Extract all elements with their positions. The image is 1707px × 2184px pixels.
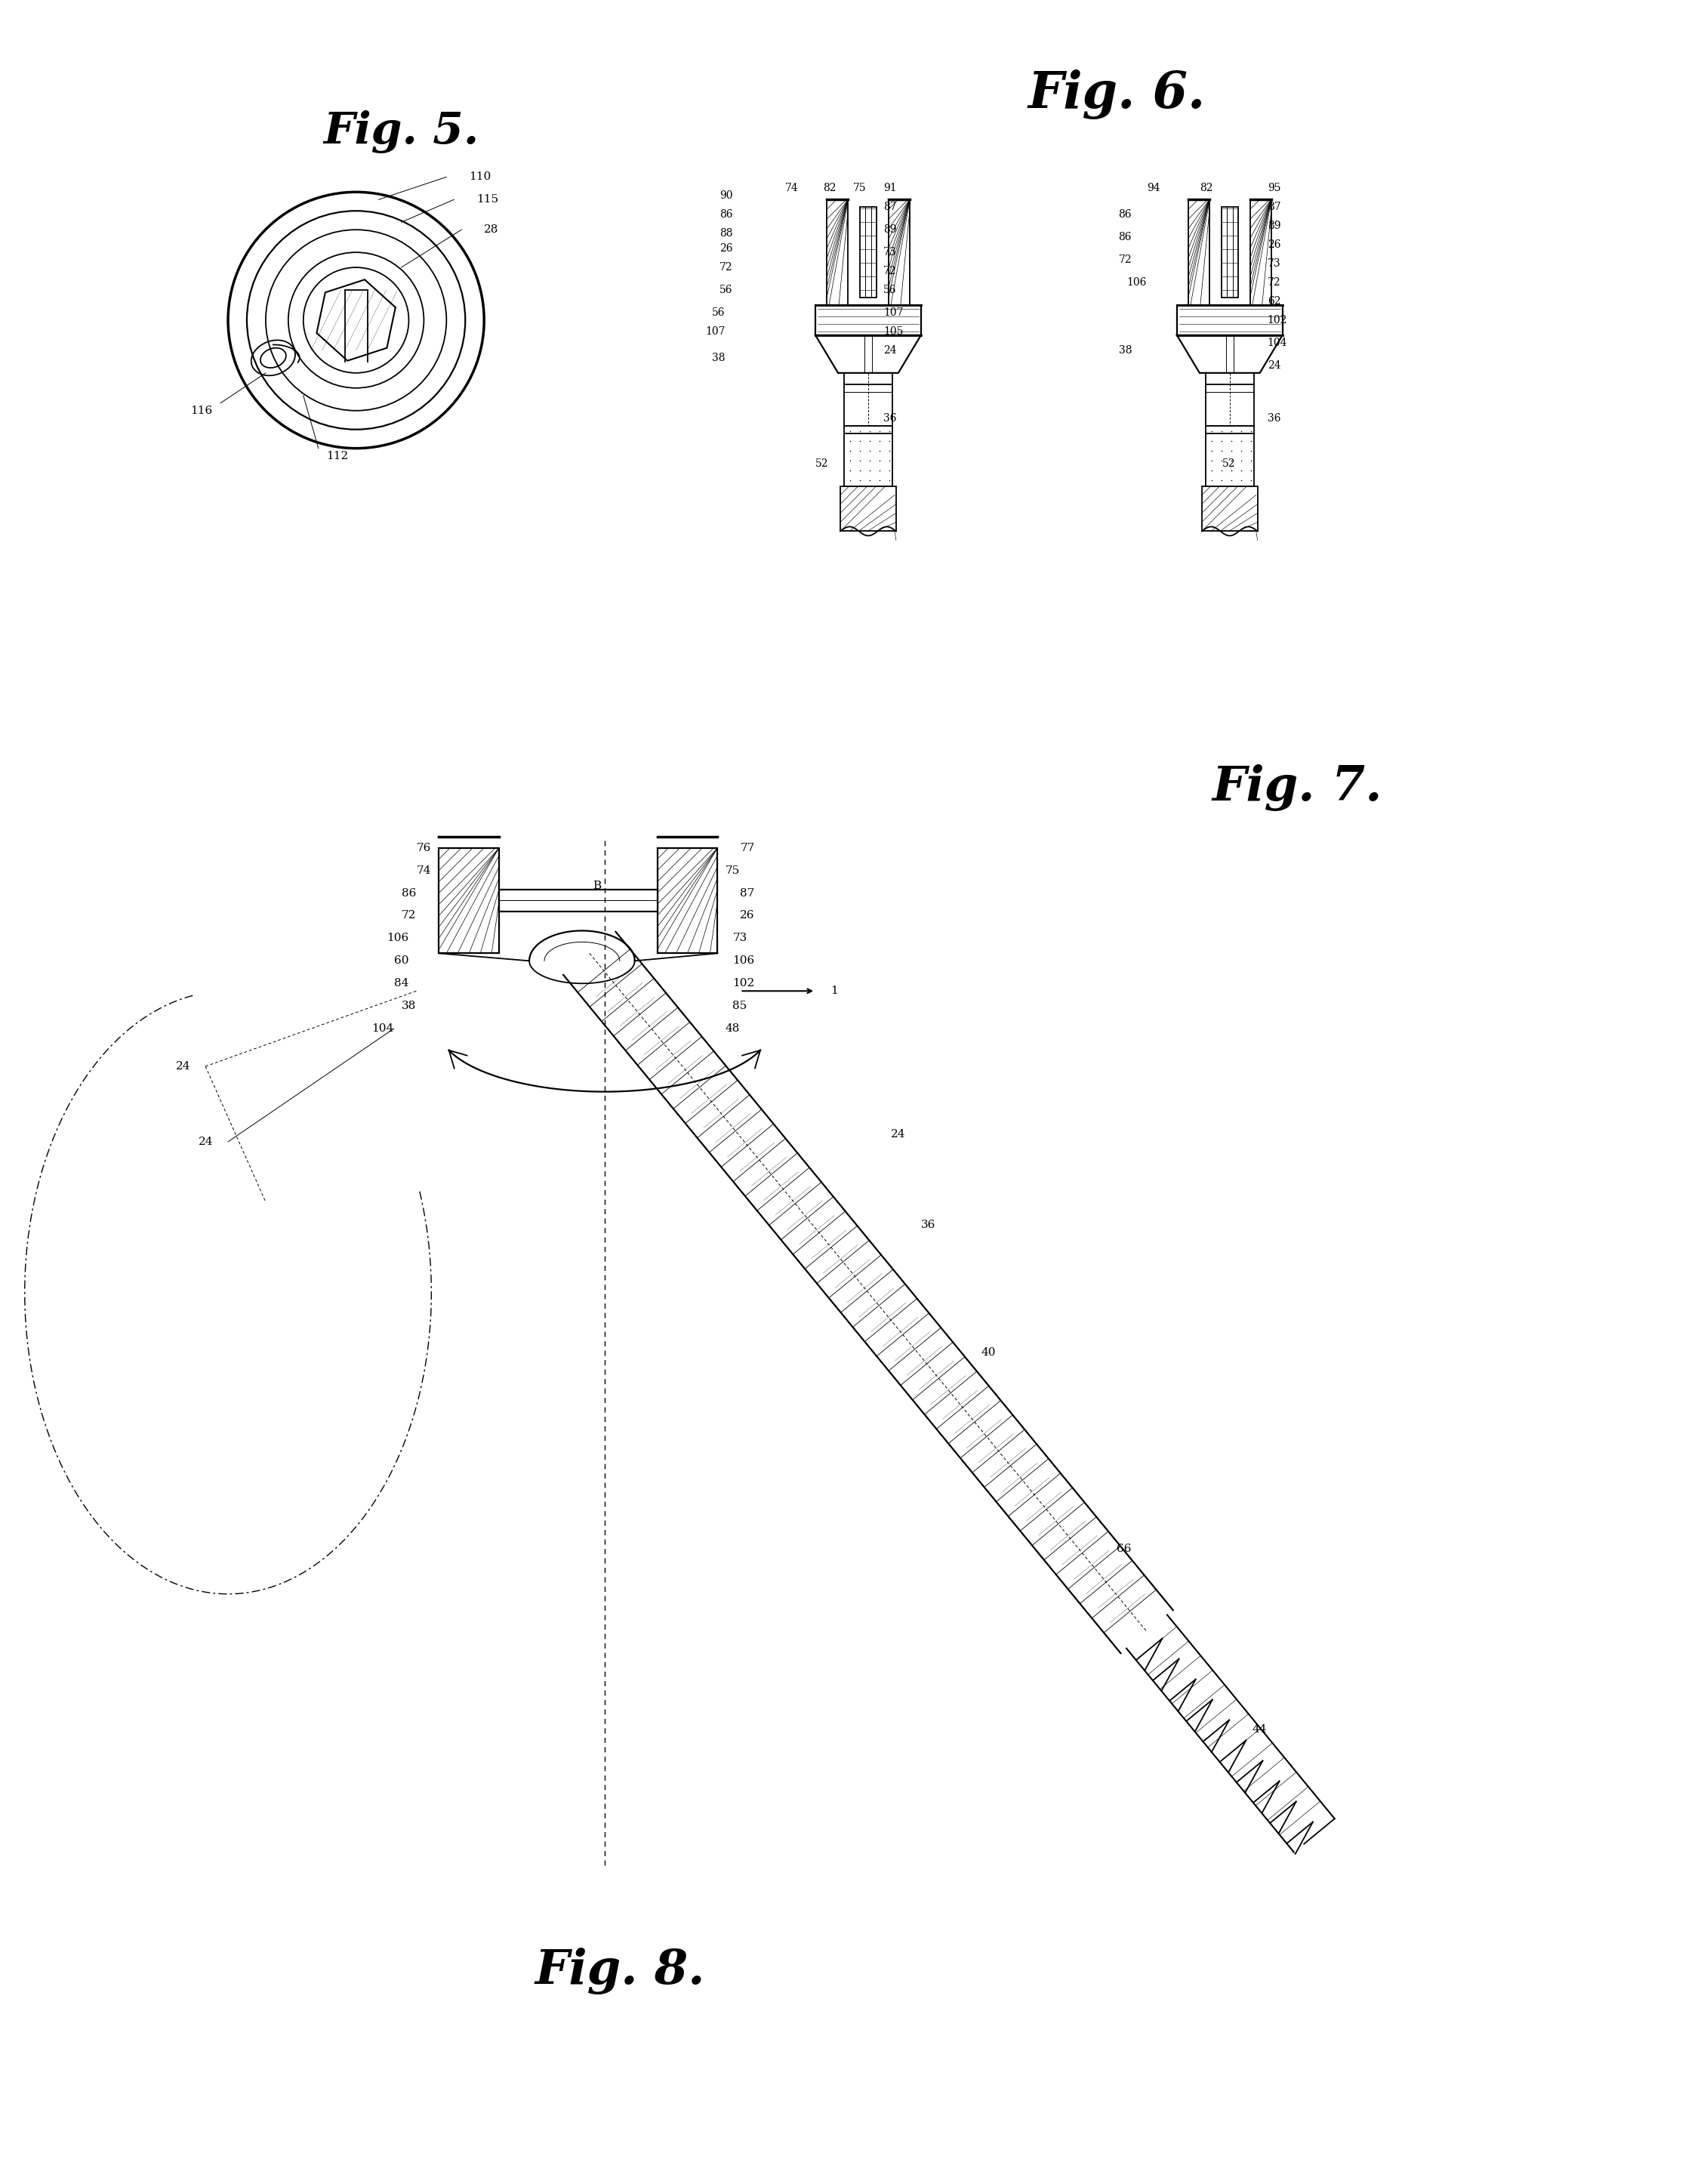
Bar bbox=[1222, 207, 1238, 297]
Text: 102: 102 bbox=[1267, 314, 1287, 325]
Text: 72: 72 bbox=[883, 266, 896, 277]
Text: 105: 105 bbox=[883, 325, 903, 336]
Bar bbox=[1205, 426, 1253, 487]
Bar bbox=[1202, 487, 1258, 531]
Text: 36: 36 bbox=[920, 1219, 935, 1230]
Text: 77: 77 bbox=[741, 843, 754, 854]
Bar bbox=[1205, 373, 1253, 426]
Text: 107: 107 bbox=[883, 308, 903, 319]
Text: 24: 24 bbox=[198, 1136, 213, 1147]
Text: 56: 56 bbox=[719, 284, 732, 295]
Text: 72: 72 bbox=[401, 911, 417, 922]
Text: 89: 89 bbox=[883, 225, 896, 236]
Text: 106: 106 bbox=[732, 957, 754, 965]
Text: Fig. 6.: Fig. 6. bbox=[1028, 70, 1205, 118]
Text: 38: 38 bbox=[712, 352, 725, 363]
Text: 74: 74 bbox=[417, 865, 432, 876]
Text: 26: 26 bbox=[1267, 240, 1280, 251]
Text: 75: 75 bbox=[854, 183, 867, 194]
Bar bbox=[816, 306, 920, 336]
Bar bbox=[843, 373, 893, 426]
Text: 75: 75 bbox=[725, 865, 739, 876]
Bar bbox=[657, 847, 717, 952]
Text: 86: 86 bbox=[719, 210, 732, 221]
Text: 38: 38 bbox=[401, 1000, 417, 1011]
Text: 36: 36 bbox=[1267, 413, 1280, 424]
Text: 72: 72 bbox=[1267, 277, 1280, 288]
Text: 73: 73 bbox=[1267, 258, 1280, 269]
Text: Fig. 5.: Fig. 5. bbox=[323, 109, 480, 153]
Text: 73: 73 bbox=[883, 247, 896, 258]
Text: 106: 106 bbox=[1127, 277, 1147, 288]
Text: 24: 24 bbox=[176, 1061, 191, 1072]
Text: Fig. 8.: Fig. 8. bbox=[534, 1948, 705, 1994]
Text: 72: 72 bbox=[1118, 256, 1132, 264]
Text: 56: 56 bbox=[712, 308, 725, 319]
Polygon shape bbox=[1176, 336, 1282, 373]
Text: 112: 112 bbox=[326, 450, 348, 461]
Text: 76: 76 bbox=[417, 843, 432, 854]
Text: 86: 86 bbox=[1118, 232, 1132, 242]
Text: 88: 88 bbox=[719, 227, 732, 238]
Bar bbox=[840, 487, 896, 531]
Text: B: B bbox=[592, 880, 601, 891]
Text: 66: 66 bbox=[1116, 1544, 1132, 1555]
Text: 87: 87 bbox=[883, 201, 896, 212]
Text: 24: 24 bbox=[1267, 360, 1280, 371]
Text: 89: 89 bbox=[1267, 221, 1280, 232]
Text: 107: 107 bbox=[705, 325, 725, 336]
Text: 102: 102 bbox=[732, 978, 754, 989]
Text: 52: 52 bbox=[816, 459, 828, 470]
Text: 87: 87 bbox=[741, 887, 754, 898]
Text: 1: 1 bbox=[831, 985, 838, 996]
Bar bbox=[1250, 199, 1272, 306]
Bar bbox=[889, 199, 910, 306]
Text: 82: 82 bbox=[823, 183, 836, 194]
Text: 73: 73 bbox=[732, 933, 748, 943]
Text: 36: 36 bbox=[883, 413, 896, 424]
Text: 116: 116 bbox=[191, 406, 212, 415]
Text: 110: 110 bbox=[469, 173, 492, 181]
Text: 74: 74 bbox=[785, 183, 799, 194]
Text: 91: 91 bbox=[883, 183, 896, 194]
Text: 40: 40 bbox=[982, 1348, 995, 1358]
Bar bbox=[1188, 199, 1209, 306]
Bar bbox=[843, 426, 893, 487]
Bar bbox=[1176, 306, 1282, 336]
Text: 72: 72 bbox=[719, 262, 732, 273]
Text: 115: 115 bbox=[476, 194, 498, 205]
Bar bbox=[860, 207, 876, 297]
Text: 38: 38 bbox=[1118, 345, 1132, 356]
Text: 90: 90 bbox=[719, 190, 732, 201]
Text: 86: 86 bbox=[401, 887, 417, 898]
Text: 104: 104 bbox=[372, 1024, 394, 1033]
Text: 84: 84 bbox=[394, 978, 408, 989]
Text: 87: 87 bbox=[1267, 201, 1280, 212]
Text: 24: 24 bbox=[891, 1129, 905, 1140]
Text: 52: 52 bbox=[1222, 459, 1236, 470]
Text: 85: 85 bbox=[732, 1000, 748, 1011]
Text: 24: 24 bbox=[883, 345, 896, 356]
Text: 82: 82 bbox=[1200, 183, 1212, 194]
Text: 44: 44 bbox=[1253, 1725, 1267, 1734]
Text: 26: 26 bbox=[741, 911, 754, 922]
Text: Fig. 7.: Fig. 7. bbox=[1212, 764, 1383, 810]
Text: 94: 94 bbox=[1147, 183, 1161, 194]
Text: 104: 104 bbox=[1267, 339, 1287, 347]
Text: 106: 106 bbox=[387, 933, 408, 943]
Text: 86: 86 bbox=[1118, 210, 1132, 221]
Text: 56: 56 bbox=[883, 284, 896, 295]
Text: 95: 95 bbox=[1267, 183, 1280, 194]
Text: 62: 62 bbox=[1267, 297, 1280, 306]
Text: 26: 26 bbox=[719, 242, 732, 253]
Bar bbox=[826, 199, 848, 306]
Bar bbox=[439, 847, 498, 952]
Text: 48: 48 bbox=[725, 1024, 739, 1033]
Text: 28: 28 bbox=[485, 225, 498, 236]
Polygon shape bbox=[816, 336, 920, 373]
Text: 60: 60 bbox=[394, 957, 408, 965]
Bar bbox=[498, 889, 657, 913]
